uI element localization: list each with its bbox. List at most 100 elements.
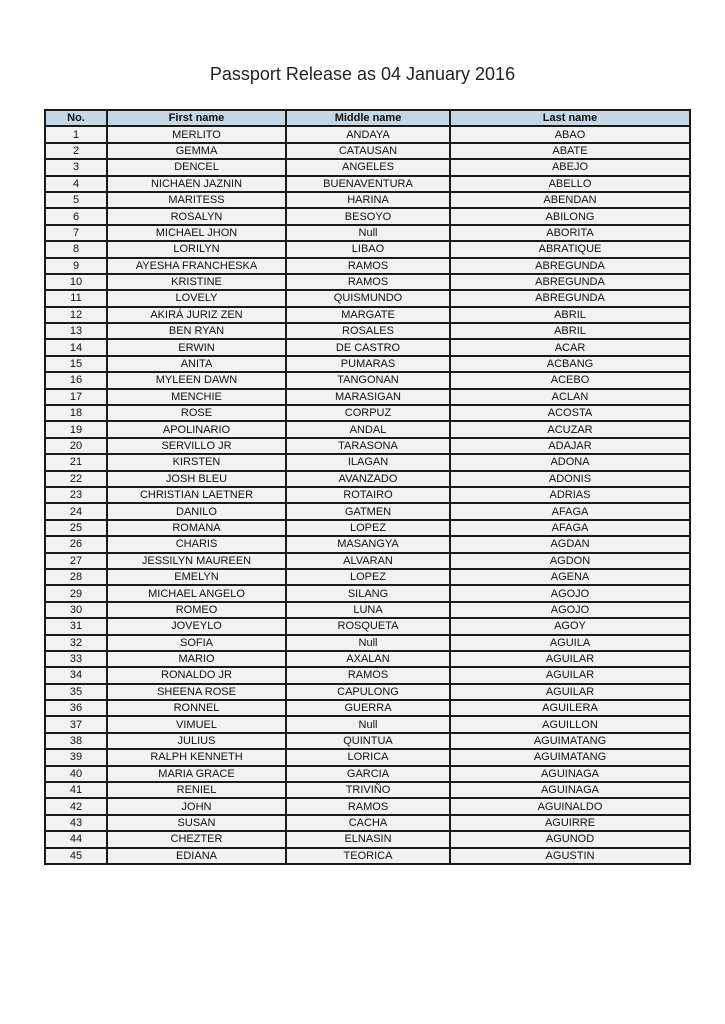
table-row: 24 DANILO GATMEN AFAGA (44, 502, 691, 521)
cell-no: 14 (44, 338, 108, 357)
cell-no: 36 (44, 699, 108, 718)
cell-middle-name: ROSALES (285, 322, 451, 341)
cell-first-name: RONNEL (106, 699, 287, 718)
cell-no: 32 (44, 633, 108, 652)
cell-last-name: ADRIAS (449, 485, 691, 505)
table-row: 31 JOVEYLO ROSQUETA AGOY (44, 617, 691, 636)
cell-no: 12 (44, 305, 108, 325)
table-row: 8 LORILYN LIBAO ABRATIQUE (44, 240, 691, 259)
table-row: 5 MARITESS HARINA ABENDAN (44, 190, 691, 210)
cell-last-name: ABEJO (449, 158, 691, 177)
cell-first-name: ERWIN (106, 338, 287, 357)
table-row: 10 KRISTINE RAMOS ABREGUNDA (44, 272, 691, 292)
table-row: 2 GEMMA CATAUSAN ABATE (44, 141, 691, 161)
cell-first-name: ROSE (106, 404, 287, 423)
cell-middle-name: ANDAL (285, 420, 451, 439)
cell-first-name: KIRSTEN (106, 453, 287, 472)
table-row: 33 MARIO AXALAN AGUILAR (44, 649, 691, 669)
cell-first-name: AYESHA FRANCHESKA (106, 256, 287, 275)
cell-last-name: AGUILAR (449, 682, 691, 702)
cell-middle-name: Null (285, 633, 451, 652)
cell-first-name: DANILO (106, 502, 287, 521)
cell-no: 2 (44, 141, 108, 161)
cell-first-name: MARITESS (106, 190, 287, 210)
cell-last-name: ABILONG (449, 207, 691, 226)
cell-last-name: AGDAN (449, 535, 691, 554)
table-row: 39 RALPH KENNETH LORICA AGUIMATANG (44, 748, 691, 767)
cell-middle-name: Null (285, 223, 451, 243)
cell-middle-name: ANGELES (285, 158, 451, 177)
table-row: 34 RONALDO JR RAMOS AGUILAR (44, 666, 691, 685)
cell-first-name: ROMEO (106, 600, 287, 620)
cell-middle-name: AXALAN (285, 649, 451, 669)
cell-middle-name: LOPEZ (285, 567, 451, 587)
cell-last-name: ABREGUNDA (449, 256, 691, 275)
cell-last-name: ABORITA (449, 223, 691, 243)
cell-first-name: JOVEYLO (106, 617, 287, 636)
table-row: 44 CHEZTER ELNASIN AGUNOD (44, 830, 691, 849)
cell-last-name: ABRIL (449, 322, 691, 341)
cell-first-name: KRISTINE (106, 272, 287, 292)
cell-no: 4 (44, 174, 108, 193)
table-row: 32 SOFIA Null AGUILA (44, 633, 691, 652)
cell-first-name: ROMANA (106, 518, 287, 538)
cell-first-name: JOHN (106, 797, 287, 816)
cell-first-name: NICHAEN JAZNIN (106, 174, 287, 193)
cell-first-name: BEN RYAN (106, 322, 287, 341)
cell-no: 1 (44, 125, 108, 144)
cell-first-name: CHEZTER (106, 830, 287, 849)
cell-middle-name: LUNA (285, 600, 451, 620)
cell-no: 5 (44, 190, 108, 210)
cell-no: 44 (44, 830, 108, 849)
cell-middle-name: GARCIA (285, 764, 451, 784)
cell-last-name: ACOSTA (449, 404, 691, 423)
cell-middle-name: BUENAVENTURA (285, 174, 451, 193)
cell-first-name: MERLITO (106, 125, 287, 144)
cell-no: 40 (44, 764, 108, 784)
cell-middle-name: ELNASIN (285, 830, 451, 849)
table-row: 29 MICHAEL ANGELO SILANG AGOJO (44, 584, 691, 603)
table-row: 6 ROSALYN BESOYO ABILONG (44, 207, 691, 226)
cell-last-name: AGUILERA (449, 699, 691, 718)
table-row: 35 SHEENA ROSE CAPULONG AGUILAR (44, 682, 691, 702)
cell-last-name: ACLAN (449, 387, 691, 407)
cell-middle-name: SILANG (285, 584, 451, 603)
table-row: 41 RENIEL TRIVIÑO AGUINAGA (44, 780, 691, 800)
cell-middle-name: LORICA (285, 748, 451, 767)
cell-no: 30 (44, 600, 108, 620)
cell-last-name: ABENDAN (449, 190, 691, 210)
cell-last-name: AGENA (449, 567, 691, 587)
cell-first-name: CHRISTIAN LAETNER (106, 485, 287, 505)
cell-no: 18 (44, 404, 108, 423)
passport-release-table: No. First name Middle name Last name 1 ME… (44, 108, 691, 865)
table-row: 42 JOHN RAMOS AGUINALDO (44, 797, 691, 816)
cell-no: 31 (44, 617, 108, 636)
cell-last-name: AGUSTIN (449, 846, 691, 865)
cell-middle-name: MARGATE (285, 305, 451, 325)
cell-last-name: AGUILLON (449, 715, 691, 734)
cell-last-name: ACUZAR (449, 420, 691, 439)
cell-no: 9 (44, 256, 108, 275)
table-row: 12 AKIRÁ JURIZ ZEN MARGATE ABRIL (44, 305, 691, 325)
cell-no: 3 (44, 158, 108, 177)
table-row: 1 MERLITO ANDAYA ABAO (44, 125, 691, 144)
table-row: 3 DENCEL ANGELES ABEJO (44, 158, 691, 177)
cell-no: 28 (44, 567, 108, 587)
cell-middle-name: CORPUZ (285, 404, 451, 423)
cell-first-name: JOSH BLEU (106, 469, 287, 489)
table-row: 13 BEN RYAN ROSALES ABRIL (44, 322, 691, 341)
table-body: 1 MERLITO ANDAYA ABAO 2 GEMMA CATAUSAN ABATE 3 DE… (44, 125, 691, 865)
cell-first-name: LORILYN (106, 240, 287, 259)
cell-middle-name: RAMOS (285, 797, 451, 816)
table-row: 38 JULIUS QUINTUA AGUIMATANG (44, 731, 691, 751)
column-header-middle-name: Middle name (285, 108, 451, 128)
cell-last-name: ACEBO (449, 371, 691, 390)
table-row: 20 SERVILLO JR TARASONA ADAJAR (44, 436, 691, 456)
cell-no: 41 (44, 780, 108, 800)
cell-last-name: AGDON (449, 551, 691, 570)
cell-last-name: AGUNOD (449, 830, 691, 849)
cell-middle-name: MASANGYA (285, 535, 451, 554)
cell-last-name: ABELLO (449, 174, 691, 193)
cell-no: 11 (44, 289, 108, 308)
cell-first-name: SOFIA (106, 633, 287, 652)
